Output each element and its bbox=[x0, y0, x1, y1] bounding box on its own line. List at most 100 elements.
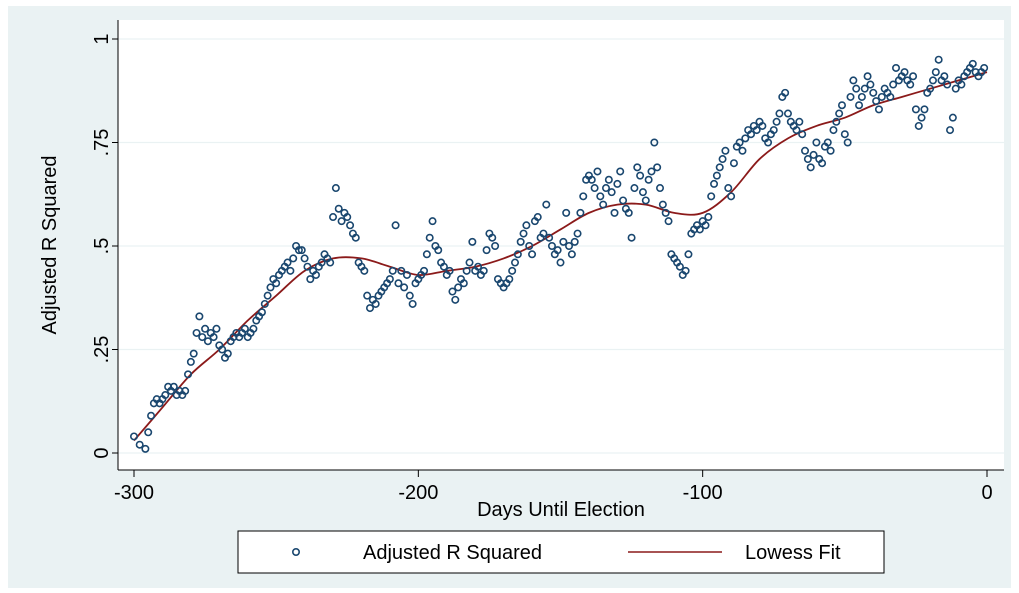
data-point bbox=[579, 192, 588, 201]
data-point bbox=[286, 266, 295, 275]
data-point bbox=[710, 179, 719, 188]
data-point bbox=[783, 109, 792, 118]
data-point bbox=[576, 208, 585, 217]
data-point bbox=[812, 138, 821, 147]
data-point bbox=[479, 266, 488, 275]
data-point bbox=[570, 237, 579, 246]
data-point bbox=[721, 146, 730, 155]
data-point bbox=[511, 258, 520, 267]
data-point bbox=[161, 391, 170, 400]
data-point bbox=[405, 291, 414, 300]
data-point bbox=[533, 213, 542, 222]
data-point bbox=[184, 370, 193, 379]
data-point bbox=[866, 80, 875, 89]
data-point bbox=[545, 233, 554, 242]
data-point bbox=[835, 109, 844, 118]
data-point bbox=[957, 80, 966, 89]
data-point bbox=[334, 204, 343, 213]
data-point bbox=[801, 146, 810, 155]
data-point bbox=[343, 213, 352, 222]
data-point bbox=[141, 444, 150, 453]
data-point bbox=[889, 80, 898, 89]
data-point bbox=[764, 138, 773, 147]
data-point bbox=[260, 299, 269, 308]
data-point bbox=[803, 155, 812, 164]
data-point bbox=[266, 283, 275, 292]
data-point bbox=[434, 246, 443, 255]
data-point bbox=[425, 233, 434, 242]
data-point bbox=[428, 217, 437, 226]
data-point bbox=[513, 250, 522, 259]
data-point bbox=[636, 171, 645, 180]
data-point bbox=[795, 117, 804, 126]
data-point bbox=[203, 337, 212, 346]
data-point bbox=[360, 266, 369, 275]
data-point bbox=[240, 324, 249, 333]
data-point bbox=[181, 386, 190, 395]
data-point bbox=[914, 121, 923, 130]
data-point bbox=[840, 130, 849, 139]
data-point bbox=[798, 130, 807, 139]
data-point bbox=[311, 270, 320, 279]
x-tick-label: -300 bbox=[114, 482, 154, 504]
data-point bbox=[189, 349, 198, 358]
data-point bbox=[547, 242, 556, 251]
lowess-fit-line bbox=[133, 71, 988, 442]
data-point bbox=[400, 283, 409, 292]
data-point bbox=[869, 88, 878, 97]
data-point bbox=[627, 233, 636, 242]
data-point bbox=[727, 192, 736, 201]
data-point bbox=[198, 333, 207, 342]
data-point bbox=[351, 233, 360, 242]
data-point bbox=[528, 250, 537, 259]
data-point bbox=[968, 59, 977, 68]
data-point bbox=[599, 200, 608, 209]
data-point bbox=[294, 246, 303, 255]
data-point bbox=[832, 117, 841, 126]
data-point bbox=[365, 304, 374, 313]
y-tick-label: 0 bbox=[91, 447, 113, 458]
data-point bbox=[613, 179, 622, 188]
y-tick-label: .25 bbox=[91, 336, 113, 364]
data-point bbox=[508, 266, 517, 275]
data-point bbox=[906, 80, 915, 89]
data-point bbox=[641, 196, 650, 205]
data-point bbox=[718, 155, 727, 164]
data-point bbox=[852, 84, 861, 93]
legend-marker-circle-icon bbox=[291, 547, 300, 556]
data-point bbox=[806, 163, 815, 172]
data-point bbox=[909, 72, 918, 81]
data-point bbox=[769, 126, 778, 135]
data-point bbox=[559, 237, 568, 246]
x-tick-label: 0 bbox=[981, 482, 992, 504]
x-tick-labels: -300 -200 -100 0 bbox=[114, 482, 993, 504]
data-point bbox=[448, 287, 457, 296]
data-point bbox=[610, 208, 619, 217]
data-point bbox=[408, 299, 417, 308]
data-point bbox=[385, 275, 394, 284]
data-point bbox=[593, 167, 602, 176]
data-point bbox=[857, 92, 866, 101]
data-point bbox=[272, 279, 281, 288]
legend-label-adjusted-r-squared: Adjusted R Squared bbox=[363, 542, 542, 564]
data-point bbox=[860, 84, 869, 93]
axes bbox=[112, 20, 1004, 477]
data-point bbox=[892, 63, 901, 72]
data-point bbox=[212, 324, 221, 333]
data-point bbox=[712, 171, 721, 180]
data-point bbox=[715, 163, 724, 172]
data-point bbox=[752, 126, 761, 135]
data-point bbox=[681, 266, 690, 275]
data-point bbox=[195, 312, 204, 321]
data-point bbox=[863, 72, 872, 81]
data-point bbox=[707, 192, 716, 201]
data-point bbox=[257, 308, 266, 317]
data-point bbox=[590, 184, 599, 193]
data-point bbox=[647, 167, 656, 176]
data-point bbox=[650, 138, 659, 147]
data-point bbox=[616, 167, 625, 176]
data-point bbox=[542, 200, 551, 209]
data-point bbox=[837, 101, 846, 110]
data-point bbox=[920, 105, 929, 114]
